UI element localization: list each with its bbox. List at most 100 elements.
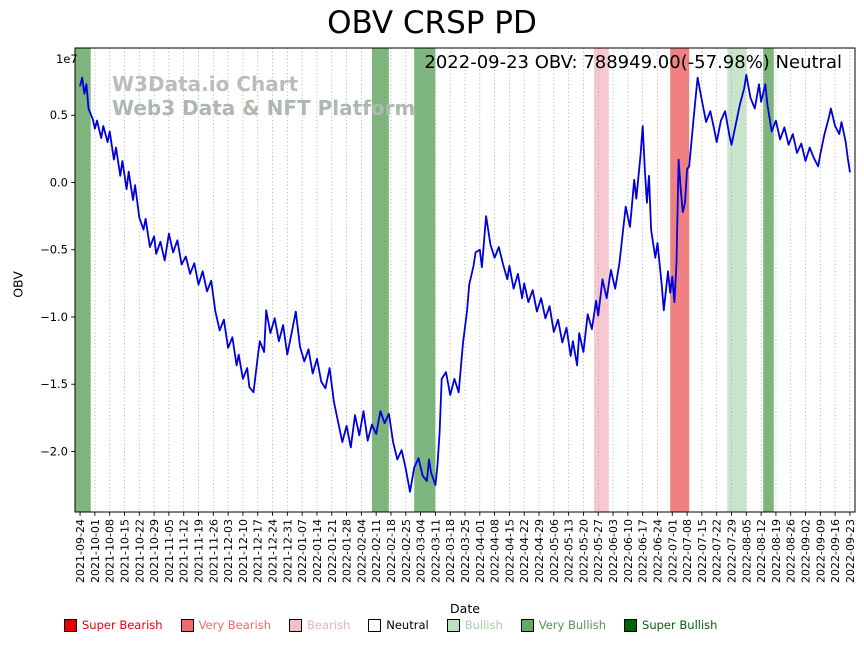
legend-item-very_bullish: Very Bullish xyxy=(520,618,607,632)
x-tick-label: 2022-04-29 xyxy=(533,519,546,583)
x-tick-label: 2021-10-22 xyxy=(133,519,146,583)
x-tick-label: 2022-02-25 xyxy=(400,519,413,583)
x-tick-label: 2022-03-25 xyxy=(459,519,472,583)
x-tick-label: 2022-06-17 xyxy=(637,519,650,583)
legend-swatch-very_bullish xyxy=(520,618,534,632)
legend-item-neutral: Neutral xyxy=(368,618,429,632)
plot-border xyxy=(74,47,856,513)
x-tick-label: 2022-08-26 xyxy=(785,519,798,583)
legend-swatch-super_bearish xyxy=(64,618,77,632)
x-tick-label: 2022-09-23 xyxy=(844,519,857,583)
legend-item-bullish: Bullish xyxy=(446,618,503,632)
x-tick-label: 2021-12-03 xyxy=(222,519,235,583)
y-tick-label: −1.5 xyxy=(40,377,68,391)
x-tick-label: 2022-05-13 xyxy=(563,519,576,583)
legend-label-bearish: Bearish xyxy=(307,618,351,632)
x-tick-label: 2022-05-20 xyxy=(577,519,590,583)
x-tick-label: 2022-07-08 xyxy=(681,519,694,583)
legend-label-very_bullish: Very Bullish xyxy=(538,618,607,632)
x-tick-label: 2021-11-12 xyxy=(178,519,191,583)
y-axis-label: OBV xyxy=(10,271,26,298)
x-tick-label: 2022-07-29 xyxy=(725,519,738,583)
x-tick-label: 2022-04-22 xyxy=(518,519,531,583)
x-tick-label: 2022-03-11 xyxy=(429,519,442,583)
sentiment-band-bearish xyxy=(594,48,609,512)
x-tick-label: 2022-05-06 xyxy=(548,519,561,583)
legend-swatch-bearish xyxy=(289,618,303,632)
legend-label-super_bearish: Super Bearish xyxy=(82,618,163,632)
x-tick-label: 2022-04-01 xyxy=(474,519,487,583)
y-tick-label: −1.0 xyxy=(40,310,68,324)
x-tick-label: 2022-09-16 xyxy=(829,519,842,583)
watermark-line-2: Web3 Data & NFT Platform xyxy=(112,95,416,120)
x-tick-label: 2022-01-28 xyxy=(341,519,354,583)
y-tick-label: −2.0 xyxy=(40,444,68,458)
x-tick-label: 2022-08-19 xyxy=(770,519,783,583)
x-tick-label: 2022-06-03 xyxy=(607,519,620,583)
x-tick-label: 2022-07-01 xyxy=(666,519,679,583)
x-tick-label: 2022-07-15 xyxy=(696,519,709,583)
x-tick-label: 2022-01-14 xyxy=(311,519,324,583)
y-tick-label: 0.0 xyxy=(50,175,68,189)
legend-label-super_bullish: Super Bullish xyxy=(642,618,718,632)
x-axis-label: Date xyxy=(450,601,480,616)
series-line-obv xyxy=(79,74,851,493)
x-tick-label: 2022-06-24 xyxy=(651,519,664,583)
sentiment-band-bullish xyxy=(727,48,747,512)
y-tick-label: 0.5 xyxy=(50,108,68,122)
x-tick-label: 2022-04-08 xyxy=(489,519,502,583)
legend-swatch-bullish xyxy=(446,618,460,632)
watermark: W3Data.io Chart Web3 Data & NFT Platform xyxy=(112,72,416,120)
x-tick-label: 2021-12-10 xyxy=(237,519,250,583)
x-tick-label: 2021-10-08 xyxy=(104,519,117,583)
legend-item-very_bearish: Very Bearish xyxy=(180,618,272,632)
x-tick-label: 2021-11-19 xyxy=(193,519,206,583)
sentiment-band-very_bearish xyxy=(670,48,690,512)
sentiment-band-very_bullish xyxy=(763,48,774,512)
legend-swatch-super_bullish xyxy=(624,618,638,632)
watermark-line-1: W3Data.io Chart xyxy=(112,72,299,96)
x-tick-label: 2022-08-05 xyxy=(740,519,753,583)
x-tick-label: 2021-09-24 xyxy=(74,519,87,583)
x-tick-label: 2021-12-31 xyxy=(281,519,294,583)
legend-label-very_bearish: Very Bearish xyxy=(198,618,272,632)
x-tick-label: 2021-10-29 xyxy=(148,519,161,583)
x-tick-label: 2022-08-12 xyxy=(755,519,768,583)
legend-item-super_bullish: Super Bullish xyxy=(624,618,717,632)
x-tick-label: 2022-04-15 xyxy=(503,519,516,583)
legend-item-bearish: Bearish xyxy=(289,618,350,632)
y-tick-label: −0.5 xyxy=(40,243,68,257)
x-tick-label: 2022-01-21 xyxy=(326,519,339,583)
legend-item-super_bearish: Super Bearish xyxy=(64,618,163,632)
x-tick-label: 2022-09-02 xyxy=(800,519,813,583)
legend-swatch-very_bearish xyxy=(180,618,194,632)
x-tick-label: 2022-06-10 xyxy=(622,519,635,583)
latest-value-annotation: 2022-09-23 OBV: 788949.00(-57.98%) Neutr… xyxy=(424,52,842,73)
x-tick-label: 2022-01-07 xyxy=(296,519,309,583)
legend: Super Bearish Very Bearish Bearish Neutral B… xyxy=(64,618,717,632)
x-tick-label: 2022-02-04 xyxy=(355,519,368,583)
x-tick-label: 2022-07-22 xyxy=(711,519,724,583)
sentiment-band-very_bullish xyxy=(414,48,436,512)
x-tick-label: 2021-10-01 xyxy=(89,519,102,583)
ticks-layer: 2021-09-24 2021-10-01 2021-10-08 2021-10-15… xyxy=(40,108,857,583)
x-tick-label: 2021-10-15 xyxy=(118,519,131,583)
sentiment-band-very_bullish xyxy=(75,48,91,512)
x-tick-label: 2021-11-05 xyxy=(163,519,176,583)
legend-swatch-neutral xyxy=(368,618,382,632)
x-tick-label: 2022-09-09 xyxy=(814,519,827,583)
x-tick-label: 2021-12-17 xyxy=(252,519,265,583)
x-tick-label: 2022-03-18 xyxy=(444,519,457,583)
legend-label-neutral: Neutral xyxy=(386,618,429,632)
x-tick-label: 2022-03-04 xyxy=(415,519,428,583)
x-tick-label: 2021-12-24 xyxy=(267,519,280,583)
x-tick-label: 2022-05-27 xyxy=(592,519,605,583)
x-tick-label: 2021-11-26 xyxy=(207,519,220,583)
legend-label-bullish: Bullish xyxy=(464,618,503,632)
x-tick-label: 2022-02-18 xyxy=(385,519,398,583)
x-tick-label: 2022-02-11 xyxy=(370,519,383,583)
y-axis-offset-text: 1e7 xyxy=(56,52,78,66)
chart-title: OBV CRSP PD xyxy=(327,5,537,41)
